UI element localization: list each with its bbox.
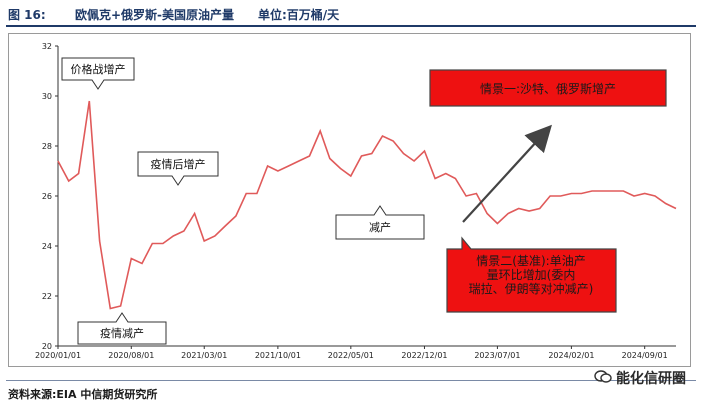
scenario-two-text-line: 瑞拉、伊朗等对冲减产) (469, 281, 594, 296)
figure-label: 图 16: (8, 8, 46, 22)
y-tick-label: 26 (42, 192, 52, 201)
x-tick-label: 2024/02/01 (548, 351, 594, 360)
footer-rule (6, 380, 696, 381)
annotation-covid-cut-box (77, 312, 167, 345)
wechat-icon (594, 369, 612, 387)
y-tick-label: 24 (42, 242, 52, 251)
x-tick-label: 2020/01/01 (35, 351, 81, 360)
y-tick-label: 20 (42, 342, 52, 351)
source-note: 资料来源:EIA 中信期货研究所 (8, 388, 158, 401)
annotation-cut-box (335, 205, 425, 240)
unit-label: 单位:百万桶/天 (258, 8, 340, 22)
x-tick-label: 2024/09/01 (622, 351, 668, 360)
header-rule (6, 25, 696, 27)
watermark-text: 能化信研圈 (616, 371, 686, 387)
y-tick-label: 32 (42, 42, 52, 51)
series-line (57, 100, 677, 310)
watermark: 能化信研圈 (594, 368, 686, 388)
chart-title: 欧佩克+俄罗斯-美国原油产量 (75, 8, 235, 22)
annotation-post-covid-box (137, 151, 219, 186)
scenario-two-box (446, 236, 617, 313)
annotation-covid-cut-text: 疫情减产 (100, 326, 144, 340)
x-tick-label: 2023/07/01 (474, 351, 520, 360)
scenario-one-text: 情景一:沙特、俄罗斯增产 (480, 81, 616, 96)
x-tick-label: 2021/10/01 (255, 351, 301, 360)
y-tick-label: 30 (42, 92, 52, 101)
y-tick-label: 28 (42, 142, 52, 151)
x-tick-label: 2022/05/01 (328, 351, 374, 360)
x-tick-label: 2021/03/01 (181, 351, 227, 360)
annotation-post-covid-text: 疫情后增产 (151, 157, 206, 171)
annotation-price-war-text: 价格战增产 (71, 62, 126, 76)
scenario-two-text-line: 情景二(基准):单油产 (476, 254, 585, 268)
x-tick-label: 2020/08/01 (108, 351, 154, 360)
scenario-two-text-line: 量环比增加(委内 (487, 268, 576, 282)
x-tick-label: 2022/12/01 (401, 351, 447, 360)
chart-frame (8, 33, 691, 367)
scenario-one-box (429, 69, 667, 107)
y-tick-label: 22 (42, 292, 52, 301)
scenario-one-arrow (462, 124, 552, 223)
figure-header: 图 16: 欧佩克+俄罗斯-美国原油产量 单位:百万桶/天 (0, 0, 702, 26)
annotation-cut-text: 减产 (369, 220, 391, 234)
annotation-price-war-box (61, 57, 135, 90)
